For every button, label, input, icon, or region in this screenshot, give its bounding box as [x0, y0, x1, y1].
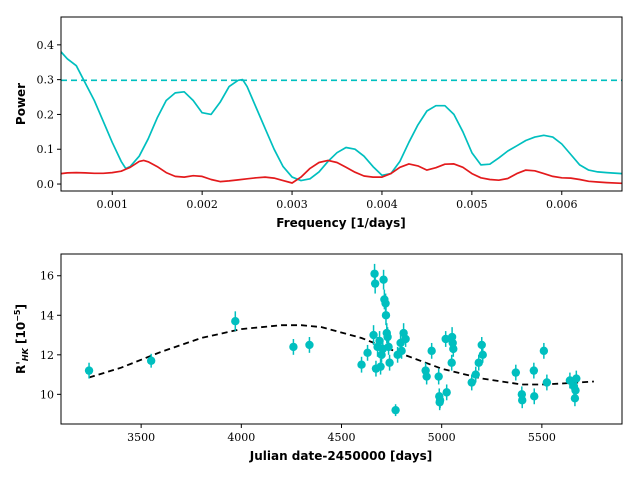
data-point: [397, 346, 406, 356]
data-point: [381, 311, 391, 320]
activity-panel: 3500 4000 4500 5000 5500 10 12 14 16 Julian date…: [13, 253, 623, 463]
periodogram-series-cyan-line: [61, 51, 622, 182]
data-point: [542, 378, 552, 387]
activity-marks: [84, 263, 594, 417]
x-tick-label: 5500: [528, 431, 556, 444]
x-tick-label: 4000: [227, 431, 255, 444]
periodogram-panel: 0.001 0.002 0.003 0.004 0.005 0.006 0.0 0.1 0.2 0…: [14, 16, 623, 230]
data-point: [363, 348, 372, 358]
data-point: [571, 386, 580, 395]
y-tick-label: 10: [40, 388, 54, 401]
x-tick-label: 0.002: [186, 198, 218, 211]
x-tick-label: 5000: [428, 431, 456, 444]
data-point: [565, 376, 575, 385]
data-point: [530, 392, 539, 401]
x-tick-label: 3500: [127, 431, 155, 444]
periodogram-ticks: 0.001 0.002 0.003 0.004 0.005 0.006 0.0 0.1 0.2 0…: [37, 39, 578, 211]
data-point: [84, 366, 94, 375]
periodogram-marks: [61, 51, 622, 185]
data-point: [391, 405, 400, 415]
data-point: [529, 366, 539, 375]
data-point: [305, 340, 314, 350]
x-tick-label: 0.004: [366, 198, 398, 211]
y-tick-label: 0.0: [37, 178, 55, 191]
data-point: [231, 317, 240, 326]
data-point: [357, 360, 366, 369]
data-point: [441, 334, 450, 344]
y-tick-label: 12: [40, 349, 54, 362]
data-point: [376, 362, 385, 371]
data-point: [385, 358, 394, 367]
data-point: [447, 358, 456, 367]
activity-frame: [60, 253, 623, 425]
data-point: [539, 346, 549, 356]
data-point: [146, 356, 156, 365]
x-tick-label: 0.005: [456, 198, 488, 211]
periodogram-x-label: Frequency [1/days]: [276, 216, 405, 230]
y-tick-label: 0.2: [37, 108, 55, 121]
data-point: [370, 279, 380, 288]
periodogram-series-red-line: [61, 159, 622, 185]
data-point: [572, 374, 581, 383]
data-point: [442, 388, 451, 397]
y-tick-label: 0.1: [37, 143, 55, 156]
data-point: [379, 275, 388, 284]
data-point: [474, 358, 483, 367]
data-point: [477, 340, 486, 350]
periodogram-frame: [60, 16, 623, 192]
sinusoid-fit-line: [88, 324, 594, 386]
activity-y-label: R'HK [10−5]: [13, 304, 30, 374]
data-point: [471, 370, 480, 379]
y-tick-label: 0.4: [37, 39, 55, 52]
x-tick-label: 4500: [328, 431, 356, 444]
x-tick-label: 0.001: [96, 198, 128, 211]
x-tick-label: 0.006: [546, 198, 578, 211]
data-point: [511, 368, 521, 377]
data-point: [381, 299, 390, 308]
y-tick-label: 16: [40, 270, 54, 283]
periodogram-y-label: Power: [14, 83, 28, 125]
activity-x-label: Julian date-2450000 [days]: [249, 449, 432, 463]
data-point: [401, 334, 410, 344]
data-point: [435, 396, 445, 405]
data-point: [478, 350, 487, 360]
data-point: [422, 372, 431, 381]
data-point: [289, 342, 298, 352]
data-point: [375, 336, 384, 346]
data-point: [369, 330, 378, 340]
data-point: [467, 378, 476, 387]
data-point: [384, 342, 393, 352]
y-tick-label: 14: [40, 309, 54, 322]
data-point: [383, 332, 392, 342]
activity-ticks: 3500 4000 4500 5000 5500 10 12 14 16: [40, 270, 556, 444]
data-point: [427, 346, 436, 356]
data-point: [449, 344, 458, 354]
data-point: [434, 372, 443, 381]
y-tick-label: 0.3: [37, 74, 55, 87]
data-point: [518, 396, 527, 405]
x-tick-label: 0.003: [276, 198, 308, 211]
